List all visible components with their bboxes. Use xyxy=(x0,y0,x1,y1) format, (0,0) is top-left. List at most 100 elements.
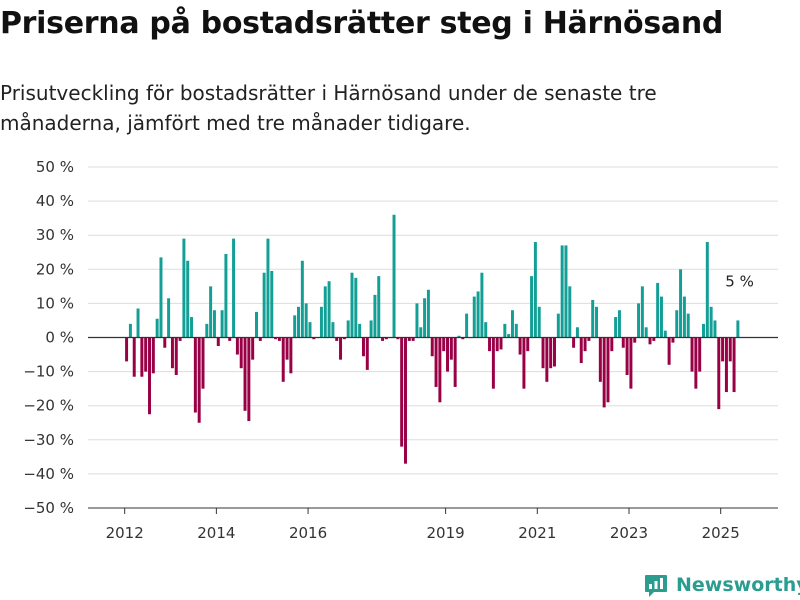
page-subtitle: Prisutveckling för bostadsrätter i Härnö… xyxy=(0,81,657,135)
bar-negative xyxy=(247,337,251,422)
bar-negative xyxy=(430,337,434,357)
bar-negative xyxy=(499,337,503,350)
bar-negative xyxy=(728,337,732,362)
y-tick-label: 30 % xyxy=(36,226,74,244)
bar-negative xyxy=(587,337,591,341)
bar-positive xyxy=(659,296,663,338)
bar-negative xyxy=(545,337,549,382)
bar-negative xyxy=(400,337,404,447)
bar-negative xyxy=(289,337,293,374)
bar-positive xyxy=(507,334,511,338)
bar-positive xyxy=(373,294,377,338)
bar-positive xyxy=(457,335,461,338)
bar-negative xyxy=(125,337,129,362)
bar-negative xyxy=(549,337,553,369)
bar-negative xyxy=(361,337,365,357)
bar-positive xyxy=(297,306,300,338)
bar-negative xyxy=(572,337,576,348)
bar-negative xyxy=(140,337,144,377)
newsworthy-brand[interactable]: Newsworthy xyxy=(644,570,800,600)
bar-negative xyxy=(201,337,205,389)
bar-positive xyxy=(682,296,686,338)
bar-positive xyxy=(560,245,564,338)
bar-negative xyxy=(235,337,239,355)
bar-negative xyxy=(667,337,671,365)
bar-positive xyxy=(484,322,488,338)
bar-positive xyxy=(293,315,297,338)
bar-negative xyxy=(461,337,465,340)
bar-negative xyxy=(384,337,388,340)
last-value-label: 5 % xyxy=(725,272,754,290)
bar-negative xyxy=(453,337,457,387)
bar-negative xyxy=(602,337,606,408)
bar-positive xyxy=(167,298,171,338)
bar-negative xyxy=(381,337,385,341)
bar-positive xyxy=(675,310,679,338)
bar-positive xyxy=(220,310,224,338)
x-axis-ticks: 2012 2014 2016 2019 2021 2023 2025 xyxy=(106,508,740,542)
bar-positive xyxy=(377,276,381,338)
bar-negative xyxy=(610,337,614,352)
bar-positive xyxy=(709,306,713,338)
bar-positive xyxy=(212,310,216,338)
y-axis-ticks: 50 % 40 % 30 % 20 % 10 % 0 % −10 % −20 % −30 % −4… xyxy=(23,158,74,517)
bar-positive xyxy=(331,322,335,338)
bar-positive xyxy=(533,242,537,338)
bar-positive xyxy=(640,286,644,338)
bar-negative xyxy=(434,337,438,387)
y-tick-label: −50 % xyxy=(23,499,74,517)
bar-negative xyxy=(633,337,637,343)
bar-negative xyxy=(151,337,155,374)
bar-negative xyxy=(258,337,262,341)
bar-negative xyxy=(491,337,495,389)
bar-positive xyxy=(354,277,358,338)
bars-layer xyxy=(125,214,740,464)
bar-negative xyxy=(449,337,453,360)
bar-positive xyxy=(186,260,190,338)
bar-negative xyxy=(396,337,400,340)
bar-negative xyxy=(312,337,316,340)
bar-negative xyxy=(446,337,450,372)
bar-positive xyxy=(255,311,258,338)
bar-negative xyxy=(197,337,201,423)
bar-positive xyxy=(304,303,308,338)
y-tick-label: 10 % xyxy=(36,294,74,312)
y-tick-label: −40 % xyxy=(23,465,74,483)
bar-positive xyxy=(266,238,270,338)
bar-negative xyxy=(690,337,694,372)
bar-negative xyxy=(526,337,530,352)
bar-negative xyxy=(724,337,728,393)
x-tick-label: 2021 xyxy=(518,524,556,542)
bar-negative xyxy=(407,337,411,341)
bar-negative xyxy=(193,337,197,413)
bar-negative xyxy=(652,337,656,341)
bar-positive xyxy=(369,320,373,338)
bar-negative xyxy=(732,337,736,393)
bar-negative xyxy=(438,337,442,403)
bar-positive xyxy=(155,318,159,338)
bar-negative xyxy=(694,337,698,389)
bar-positive xyxy=(514,323,518,338)
bar-positive xyxy=(346,320,350,338)
bar-negative xyxy=(541,337,545,369)
bar-positive xyxy=(300,260,304,338)
bar-negative xyxy=(522,337,526,389)
bar-positive xyxy=(663,330,667,338)
bar-positive xyxy=(503,323,507,338)
bar-negative xyxy=(148,337,151,415)
bar-positive xyxy=(510,310,514,338)
bar-negative xyxy=(629,337,633,389)
bar-negative xyxy=(216,337,220,347)
bar-positive xyxy=(686,313,690,338)
annotation-layer: 5 % xyxy=(725,272,754,290)
x-tick-label: 2012 xyxy=(106,524,144,542)
bar-negative xyxy=(621,337,625,348)
bar-positive xyxy=(530,276,534,338)
bar-positive xyxy=(159,257,163,338)
bar-positive xyxy=(319,306,323,338)
bar-positive xyxy=(591,299,595,338)
bar-positive xyxy=(323,286,327,338)
bar-positive xyxy=(617,310,621,338)
bar-negative xyxy=(404,337,407,464)
